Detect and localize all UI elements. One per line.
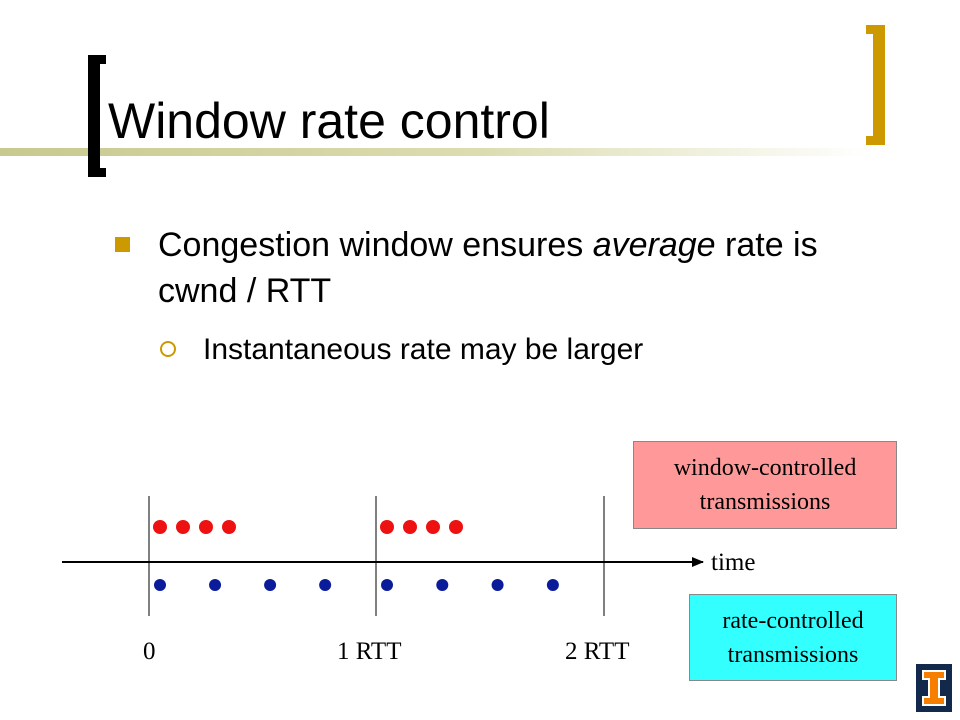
window-packet-dot [403, 520, 417, 534]
tick-label-0: 0 [143, 638, 156, 665]
rate-packet-dot [264, 579, 277, 591]
rate-packet-dot [491, 579, 504, 591]
window-packet-dot [153, 520, 167, 534]
window-packet-dot [199, 520, 213, 534]
left-bracket-top [88, 55, 106, 64]
rate-box-line2: transmissions [727, 641, 859, 668]
window-controlled-packets [153, 520, 463, 534]
bullet-text-part: rate is cwnd / RTT [158, 226, 818, 310]
tick-label-2-rtt: 2 RTT [565, 638, 630, 665]
rate-controlled-packets [154, 579, 559, 591]
sub-bullet-text: Instantaneous rate may be larger [203, 333, 644, 366]
rate-packet-dot [436, 579, 449, 591]
circle-bullet-icon [160, 341, 176, 357]
right-bracket-decoration [873, 25, 885, 145]
window-box-line2: transmissions [699, 489, 831, 515]
window-packet-dot [222, 520, 236, 534]
rate-packet-dot [381, 579, 393, 591]
rate-controlled-legend-box: rate-controlled transmissions [689, 594, 897, 681]
rate-box-line1: rate-controlled [722, 607, 864, 634]
bullet-text-emphasis: average [592, 226, 716, 264]
rate-packet-dot [154, 579, 166, 591]
rate-packet-dot [546, 579, 559, 591]
illinois-i-logo-icon [916, 664, 952, 712]
window-packet-dot [426, 520, 440, 534]
rate-packet-dot [319, 579, 332, 591]
left-bracket-decoration [88, 55, 100, 177]
square-bullet-icon [115, 237, 130, 252]
rate-packet-dot [209, 579, 222, 591]
window-packet-dot [380, 520, 394, 534]
window-controlled-legend-box: window-controlled transmissions [633, 441, 897, 529]
tick-label-1-rtt: 1 RTT [337, 638, 402, 665]
time-axis-label: time [711, 549, 756, 576]
left-bracket-bottom [88, 168, 106, 177]
slide-title: Window rate control [108, 93, 550, 149]
title-underline [0, 148, 870, 156]
right-bracket-bottom [866, 136, 885, 145]
window-packet-dot [176, 520, 190, 534]
block-i-icon [922, 670, 946, 706]
bullet-text: Congestion window ensures average rate i… [158, 222, 878, 314]
bullet-text-part: Congestion window ensures [158, 226, 593, 264]
right-bracket-top [866, 25, 885, 34]
window-packet-dot [449, 520, 463, 534]
window-box-line1: window-controlled [673, 455, 857, 481]
